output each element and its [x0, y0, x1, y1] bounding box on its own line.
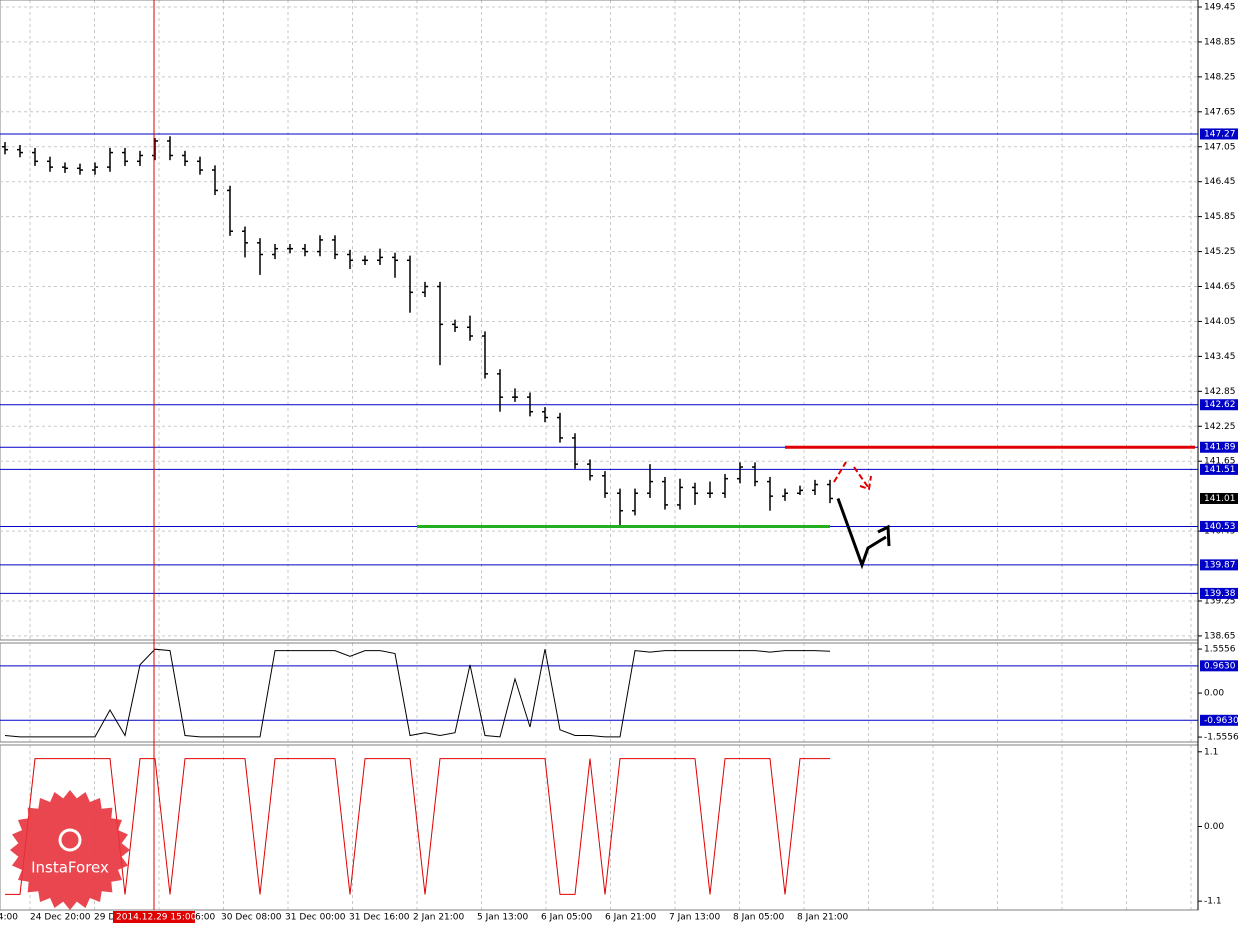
indicator-line	[5, 758, 830, 895]
level-box	[1200, 587, 1238, 599]
y-tick-label: -1.1	[1204, 897, 1222, 907]
logo-icon	[58, 828, 82, 852]
x-tick-label: 5 Jan 13:00	[477, 913, 529, 923]
level-label: -0.9630	[1204, 716, 1239, 726]
price-box	[1200, 492, 1238, 504]
x-tick-label: 2 Jan 21:00	[413, 913, 465, 923]
y-tick-label: 0.00	[1204, 689, 1224, 699]
forecast-arrow	[836, 497, 891, 570]
y-tick-label: 145.25	[1204, 247, 1236, 257]
x-tick-label: 6:00	[195, 913, 215, 923]
y-tick-label: 147.65	[1204, 107, 1236, 117]
level-label: 0.9630	[1204, 661, 1236, 671]
y-tick-label: 139.25	[1204, 596, 1236, 606]
x-tick-label: 6 Jan 21:00	[605, 913, 657, 923]
y-tick-label: 143.45	[1204, 352, 1236, 362]
level-label: 139.38	[1204, 589, 1236, 599]
y-tick-label: 148.85	[1204, 37, 1236, 47]
current-price-label: 141.01	[1204, 494, 1236, 504]
x-tick-label: 29 D	[94, 913, 115, 923]
y-tick-label: 144.05	[1204, 317, 1236, 327]
watermark: InstaForex	[10, 790, 130, 910]
cursor-label: 2014.12.29 15:00	[116, 913, 197, 923]
x-tick-label: 8 Jan 05:00	[733, 913, 785, 923]
level-box	[1200, 520, 1238, 532]
level-label: 140.53	[1204, 522, 1236, 532]
y-tick-label: 1.1	[1204, 747, 1218, 757]
indicator-line	[4, 648, 831, 738]
y-tick-label: 0.00	[1204, 822, 1224, 832]
x-tick-label: 30 Dec 08:00	[221, 913, 282, 923]
y-tick-label: 144.65	[1204, 282, 1236, 292]
level-box	[1200, 714, 1238, 726]
level-box	[1200, 128, 1238, 140]
level-box	[1200, 441, 1238, 453]
y-tick-label: 146.45	[1204, 177, 1236, 187]
y-tick-label: 149.45	[1204, 2, 1236, 12]
y-tick-label: 145.85	[1204, 212, 1236, 222]
level-box	[1200, 463, 1238, 475]
y-tick-label: -1.5556	[1204, 733, 1239, 743]
level-box	[1200, 559, 1238, 571]
level-label: 139.87	[1204, 560, 1236, 570]
x-tick-label: 04:00	[0, 913, 18, 923]
cursor-box	[113, 911, 195, 923]
x-tick-label: 6 Jan 05:00	[541, 913, 593, 923]
level-label: 142.62	[1204, 400, 1236, 410]
y-tick-label: 148.25	[1204, 72, 1236, 82]
y-tick-label: 142.25	[1204, 422, 1236, 432]
level-label: 147.27	[1204, 129, 1236, 139]
logo-text: InstaForex	[31, 859, 109, 877]
level-box	[1200, 399, 1238, 411]
y-tick-label: 141.65	[1204, 457, 1236, 467]
x-tick-label: 24 Dec 20:00	[30, 913, 91, 923]
y-tick-label: 138.65	[1204, 631, 1236, 641]
x-tick-label: 31 Dec 00:00	[285, 913, 346, 923]
y-tick-label: 1.5556	[1204, 645, 1236, 655]
level-label: 141.89	[1204, 443, 1236, 453]
alt-arrow	[833, 461, 872, 491]
x-tick-label: 8 Jan 21:00	[797, 913, 849, 923]
y-tick-label: 142.85	[1204, 387, 1236, 397]
y-tick-label: 147.05	[1204, 142, 1236, 152]
level-label: 141.51	[1204, 465, 1236, 475]
level-box	[1200, 660, 1238, 672]
x-tick-label: 7 Jan 13:00	[669, 913, 721, 923]
x-tick-label: 31 Dec 16:00	[349, 913, 410, 923]
